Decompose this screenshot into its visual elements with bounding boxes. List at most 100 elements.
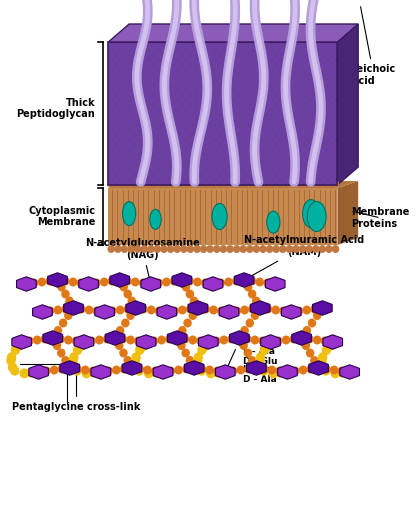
Polygon shape	[43, 331, 63, 345]
Circle shape	[232, 307, 241, 315]
Circle shape	[140, 180, 148, 188]
Polygon shape	[247, 361, 266, 375]
Circle shape	[143, 366, 152, 374]
Circle shape	[139, 305, 148, 313]
Circle shape	[58, 365, 66, 373]
Circle shape	[292, 245, 300, 253]
Circle shape	[127, 296, 136, 306]
Circle shape	[303, 326, 311, 335]
Circle shape	[85, 306, 93, 314]
Circle shape	[255, 356, 265, 366]
Circle shape	[306, 180, 313, 188]
Circle shape	[226, 180, 234, 188]
Circle shape	[165, 334, 173, 344]
Circle shape	[268, 366, 276, 374]
Circle shape	[201, 341, 210, 351]
Circle shape	[259, 366, 268, 376]
Circle shape	[186, 356, 194, 365]
Circle shape	[248, 356, 256, 365]
Circle shape	[123, 356, 132, 365]
Circle shape	[229, 367, 237, 375]
Circle shape	[240, 306, 249, 314]
Circle shape	[10, 366, 20, 376]
Circle shape	[119, 334, 127, 344]
Circle shape	[303, 306, 311, 314]
Circle shape	[255, 278, 264, 287]
Circle shape	[201, 305, 210, 313]
Circle shape	[186, 276, 194, 286]
Circle shape	[319, 362, 328, 372]
Circle shape	[245, 365, 253, 373]
Circle shape	[59, 318, 67, 328]
Circle shape	[134, 336, 143, 346]
Circle shape	[275, 367, 284, 375]
Circle shape	[70, 362, 79, 372]
Circle shape	[251, 335, 259, 345]
Circle shape	[64, 335, 73, 345]
Circle shape	[299, 245, 306, 253]
Polygon shape	[60, 361, 79, 375]
Circle shape	[114, 180, 122, 188]
Circle shape	[321, 336, 329, 346]
Polygon shape	[64, 301, 83, 315]
Circle shape	[41, 334, 49, 344]
Circle shape	[61, 276, 69, 286]
Circle shape	[108, 307, 117, 315]
Ellipse shape	[212, 203, 227, 229]
Circle shape	[61, 356, 70, 365]
Circle shape	[274, 336, 283, 346]
Circle shape	[299, 180, 306, 188]
Polygon shape	[234, 273, 254, 287]
Circle shape	[244, 283, 252, 291]
Polygon shape	[157, 305, 177, 319]
Circle shape	[325, 341, 334, 351]
Polygon shape	[141, 277, 161, 291]
Polygon shape	[172, 273, 192, 287]
Circle shape	[138, 341, 148, 351]
Circle shape	[126, 335, 135, 345]
Circle shape	[279, 245, 286, 253]
Circle shape	[89, 367, 97, 375]
Circle shape	[6, 356, 16, 366]
Circle shape	[182, 365, 191, 373]
Circle shape	[258, 336, 267, 346]
Circle shape	[219, 245, 227, 253]
Polygon shape	[229, 331, 249, 345]
Circle shape	[150, 336, 158, 346]
Circle shape	[212, 336, 220, 346]
Polygon shape	[48, 273, 67, 287]
Polygon shape	[126, 301, 145, 315]
Circle shape	[69, 278, 77, 287]
Circle shape	[121, 245, 128, 253]
Circle shape	[131, 352, 141, 362]
Circle shape	[251, 311, 259, 320]
Circle shape	[292, 180, 300, 188]
Polygon shape	[215, 365, 235, 379]
Text: Thick
Peptidoglycan: Thick Peptidoglycan	[16, 98, 95, 119]
Circle shape	[338, 368, 347, 378]
Circle shape	[167, 245, 174, 253]
Circle shape	[237, 366, 245, 374]
Circle shape	[263, 341, 272, 351]
Circle shape	[200, 180, 207, 188]
Circle shape	[134, 245, 141, 253]
Polygon shape	[313, 301, 332, 315]
Circle shape	[135, 366, 144, 376]
Circle shape	[232, 276, 241, 286]
Polygon shape	[91, 365, 111, 379]
Polygon shape	[278, 365, 297, 379]
Circle shape	[158, 335, 166, 345]
Circle shape	[260, 365, 268, 373]
Circle shape	[178, 326, 186, 335]
Circle shape	[310, 356, 319, 365]
Circle shape	[194, 352, 203, 362]
Polygon shape	[105, 331, 125, 345]
Circle shape	[112, 366, 121, 374]
Circle shape	[134, 180, 141, 188]
Polygon shape	[122, 361, 142, 375]
Circle shape	[189, 311, 197, 320]
Circle shape	[213, 245, 221, 253]
Circle shape	[259, 245, 267, 253]
Circle shape	[132, 362, 142, 372]
Circle shape	[100, 278, 108, 287]
